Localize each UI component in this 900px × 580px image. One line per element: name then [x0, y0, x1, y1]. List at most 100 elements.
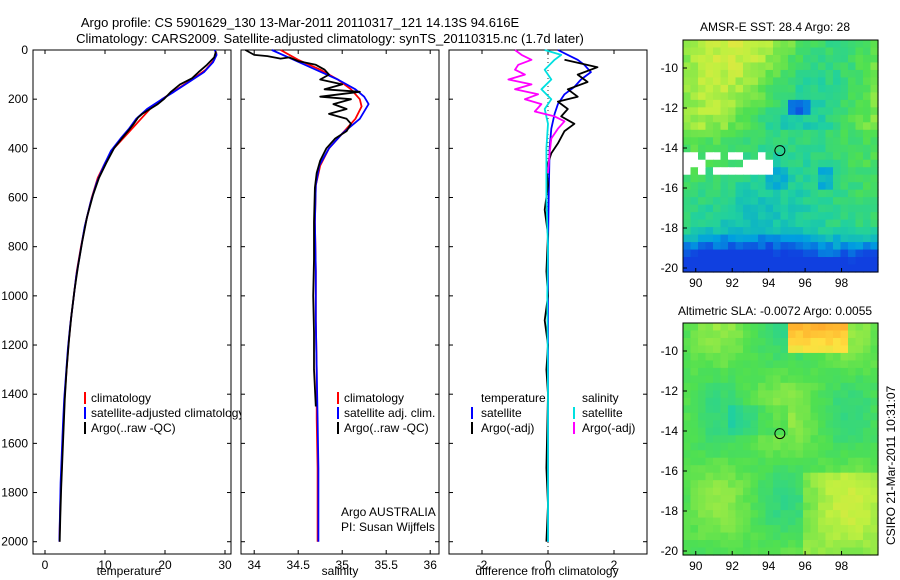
- heatmap-cell: [765, 227, 774, 236]
- heatmap-cell: [780, 40, 789, 49]
- heatmap-cell: [750, 99, 759, 108]
- heatmap-cell: [690, 92, 699, 101]
- heatmap-cell: [803, 40, 812, 49]
- heatmap-cell: [720, 480, 729, 489]
- heatmap-cell: [855, 323, 864, 332]
- heatmap-cell: [728, 525, 737, 534]
- heatmap-cell: [728, 352, 737, 362]
- heatmap-cell: [773, 77, 782, 86]
- heatmap-cell: [750, 167, 759, 176]
- heatmap-cell: [713, 152, 722, 161]
- heatmap-cell: [705, 502, 714, 511]
- heatmap-cell: [758, 40, 767, 49]
- heatmap-cell: [773, 167, 782, 176]
- heatmap-cell: [870, 69, 879, 79]
- heatmap-cell: [795, 367, 804, 376]
- heatmap-cell: [735, 122, 744, 131]
- heatmap-cell: [735, 495, 744, 504]
- heatmap-cell: [863, 242, 872, 251]
- heatmap-cell: [728, 495, 737, 504]
- heatmap-cell: [840, 62, 849, 71]
- heatmap-cell: [758, 114, 767, 123]
- heatmap-cell: [683, 427, 692, 436]
- heatmap-cell: [840, 337, 849, 347]
- heatmap-cell: [795, 197, 804, 206]
- heatmap-cell: [750, 540, 759, 549]
- heatmap-cell: [825, 330, 834, 339]
- heatmap-cell: [810, 472, 819, 481]
- heatmap-cell: [818, 337, 827, 347]
- heatmap-cell: [780, 465, 789, 474]
- heatmap-cell: [803, 257, 812, 266]
- heatmap-cell: [683, 330, 692, 339]
- legend-heading-salinity: salinity: [582, 391, 619, 405]
- heatmap-cell: [863, 62, 872, 71]
- heatmap-cell: [690, 189, 699, 198]
- heatmap-cell: [795, 99, 804, 108]
- heatmap-cell: [780, 107, 789, 116]
- heatmap-cell: [735, 242, 744, 251]
- heatmap-cell: [788, 532, 797, 541]
- heatmap-cell: [758, 167, 767, 176]
- heatmap-cell: [773, 412, 782, 421]
- heatmap-cell: [870, 197, 879, 206]
- heatmap-cell: [728, 442, 737, 451]
- heatmap-cell: [713, 480, 722, 489]
- heatmap-cell: [840, 114, 849, 123]
- heatmap-cell: [780, 204, 789, 213]
- heatmap-cell: [855, 189, 864, 198]
- heatmap-cell: [698, 69, 707, 79]
- heatmap-cell: [810, 352, 819, 362]
- heatmap-cell: [803, 360, 812, 369]
- heatmap-cell: [773, 47, 782, 56]
- heatmap-cell: [825, 54, 834, 64]
- heatmap-cell: [848, 450, 857, 459]
- heatmap-cell: [765, 487, 774, 496]
- heatmap-cell: [713, 427, 722, 436]
- heatmap-cell: [818, 397, 827, 406]
- heatmap-cell: [758, 540, 767, 549]
- heatmap-cell: [795, 345, 804, 354]
- heatmap-cell: [720, 159, 729, 168]
- heatmap-cell: [728, 375, 737, 384]
- heatmap-cell: [720, 397, 729, 406]
- heatmap-cell: [690, 480, 699, 489]
- heatmap-cell: [863, 352, 872, 362]
- legend-label-satellite-adj: satellite adj. clim.: [344, 406, 435, 420]
- heatmap-cell: [833, 420, 842, 429]
- heatmap-cell: [833, 77, 842, 86]
- heatmap-cell: [848, 390, 857, 399]
- y-tick-label: -14: [661, 141, 679, 155]
- heatmap-cell: [713, 330, 722, 339]
- heatmap-cell: [713, 182, 722, 191]
- heatmap-cell: [750, 547, 759, 556]
- heatmap-cell: [720, 189, 729, 198]
- heatmap-cell: [735, 107, 744, 116]
- heatmap-cell: [735, 137, 744, 146]
- heatmap-cell: [743, 159, 752, 168]
- heatmap-cell: [803, 212, 812, 221]
- heatmap-cell: [683, 129, 692, 138]
- heatmap-cell: [735, 264, 744, 273]
- heatmap-cell: [818, 107, 827, 116]
- heatmap-cell: [833, 390, 842, 399]
- heatmap-cell: [788, 427, 797, 436]
- heatmap-cell: [848, 54, 857, 64]
- heatmap-cell: [788, 92, 797, 101]
- heatmap-cell: [855, 390, 864, 399]
- heatmap-cell: [788, 367, 797, 376]
- heatmap-cell: [818, 204, 827, 213]
- heatmap-cell: [735, 212, 744, 221]
- heatmap-cell: [855, 84, 864, 93]
- heatmap-cell: [855, 375, 864, 384]
- heatmap-cell: [788, 412, 797, 421]
- heatmap-cell: [840, 375, 849, 384]
- heatmap-cell: [735, 360, 744, 369]
- heatmap-cell: [735, 92, 744, 101]
- x-tick-label: 34: [248, 558, 262, 572]
- heatmap-cell: [728, 510, 737, 519]
- heatmap-cell: [728, 540, 737, 549]
- heatmap-cell: [840, 525, 849, 534]
- heatmap-cell: [840, 390, 849, 399]
- heatmap-cell: [758, 465, 767, 474]
